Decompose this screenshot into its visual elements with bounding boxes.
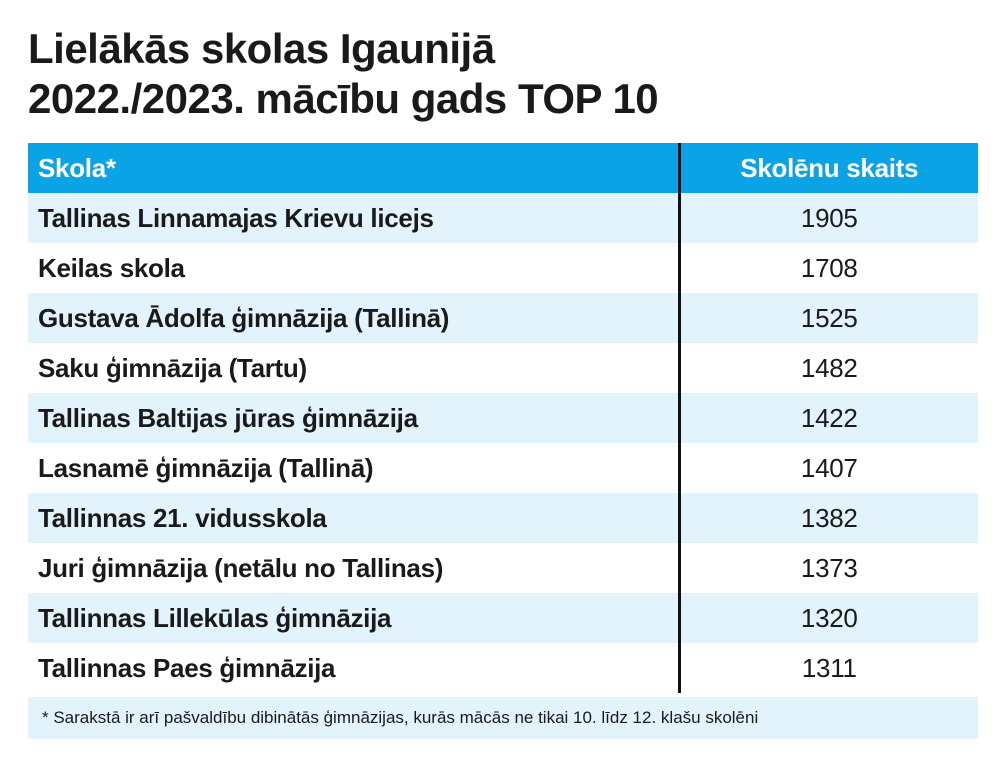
- student-count-cell: 1382: [800, 503, 858, 533]
- title-line-2: 2022./2023. mācību gads TOP 10: [28, 75, 659, 122]
- school-name-cell: Saku ģimnāzija (Tartu): [28, 343, 681, 393]
- table-body: Tallinas Linnamajas Krievu licejs 1905 Kei…: [28, 193, 978, 693]
- school-name-cell: Tallinnas 21. vidusskola: [28, 493, 681, 543]
- school-name-cell: Gustava Ādolfa ģimnāzija (Tallinā): [28, 293, 681, 343]
- table-row: Tallinnas Lillekūlas ģimnāzija 1320: [28, 593, 978, 643]
- school-name-cell: Tallinas Linnamajas Krievu licejs: [28, 193, 681, 243]
- header-row: Skola* Skolēnu skaits: [28, 143, 978, 193]
- school-name-cell: Tallinnas Paes ģimnāzija: [28, 643, 681, 693]
- table-row: Lasnamē ģimnāzija (Tallinā) 1407: [28, 443, 978, 493]
- table-header: Skola* Skolēnu skaits: [28, 143, 978, 193]
- school-name-cell: Juri ģimnāzija (netālu no Tallinas): [28, 543, 681, 593]
- student-count-cell: 1905: [800, 203, 858, 233]
- schools-table-container: Skola* Skolēnu skaits Tallinas Linnamaja…: [28, 143, 978, 693]
- school-name-cell: Keilas skola: [28, 243, 681, 293]
- title-line-1: Lielākās skolas Igaunijā: [28, 25, 495, 72]
- table-row: Juri ģimnāzija (netālu no Tallinas) 1373: [28, 543, 978, 593]
- school-name-cell: Tallinas Baltijas jūras ģimnāzija: [28, 393, 681, 443]
- schools-table: Skola* Skolēnu skaits Tallinas Linnamaja…: [28, 143, 978, 693]
- table-row: Tallinas Linnamajas Krievu licejs 1905: [28, 193, 978, 243]
- student-count-cell: 1311: [801, 653, 857, 683]
- student-count-cell: 1422: [800, 403, 858, 433]
- footnote: * Sarakstā ir arī pašvaldību dibinātās ģ…: [28, 697, 978, 739]
- table-row: Gustava Ādolfa ģimnāzija (Tallinā) 1525: [28, 293, 978, 343]
- table-row: Saku ģimnāzija (Tartu) 1482: [28, 343, 978, 393]
- school-name-cell: Lasnamē ģimnāzija (Tallinā): [28, 443, 681, 493]
- student-count-cell: 1407: [800, 453, 858, 483]
- table-row: Keilas skola 1708: [28, 243, 978, 293]
- chart-title: Lielākās skolas Igaunijā 2022./2023. māc…: [28, 24, 978, 124]
- student-count-cell: 1482: [800, 353, 858, 383]
- student-count-cell: 1373: [800, 553, 858, 583]
- student-count-cell: 1525: [800, 303, 858, 333]
- table-row: Tallinas Baltijas jūras ģimnāzija 1422: [28, 393, 978, 443]
- student-count-cell: 1320: [800, 603, 858, 633]
- table-row: Tallinnas 21. vidusskola 1382: [28, 493, 978, 543]
- column-header-student-count: Skolēnu skaits: [679, 143, 978, 193]
- school-name-cell: Tallinnas Lillekūlas ģimnāzija: [28, 593, 681, 643]
- column-header-school: Skola*: [28, 143, 681, 193]
- table-row: Tallinnas Paes ģimnāzija 1311: [28, 643, 978, 693]
- student-count-cell: 1708: [800, 253, 858, 283]
